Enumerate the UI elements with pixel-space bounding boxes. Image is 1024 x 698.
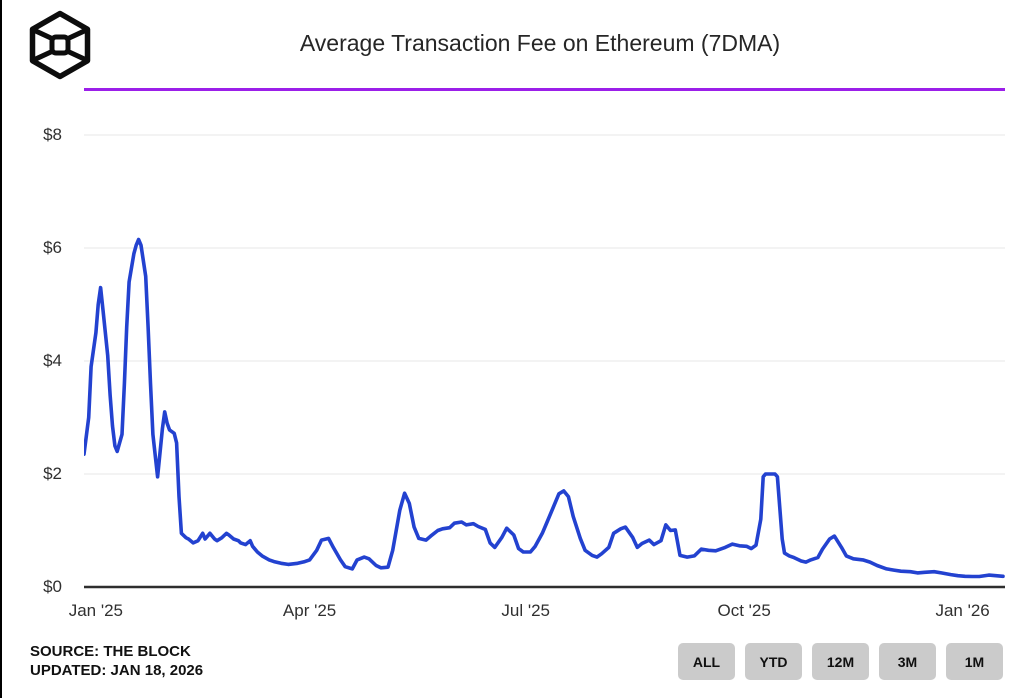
x-axis-tick-label: Jan '26	[935, 601, 990, 620]
fee-line-chart	[84, 134, 1005, 589]
updated-label: UPDATED: JAN 18, 2026	[30, 662, 204, 679]
range-button-all[interactable]: ALL	[678, 643, 735, 680]
x-axis-tick-label: Apr '25	[282, 601, 337, 620]
range-button-ytd[interactable]: YTD	[745, 643, 802, 680]
source-label: SOURCE: THE BLOCK	[30, 643, 191, 660]
accent-divider	[84, 88, 1005, 91]
range-selector: ALL YTD 12M 3M 1M	[678, 643, 1003, 680]
x-axis-tick-label: Jan '25	[68, 601, 124, 620]
x-axis-tick-label: Jul '25	[501, 601, 550, 620]
the-block-logo-icon[interactable]	[25, 10, 95, 80]
y-axis-tick-label: $8	[43, 125, 62, 144]
y-axis-tick-label: $2	[43, 464, 62, 483]
range-button-1m[interactable]: 1M	[946, 643, 1003, 680]
range-button-3m[interactable]: 3M	[879, 643, 936, 680]
y-axis-tick-label: $4	[43, 351, 62, 370]
x-axis-tick-label: Oct '25	[717, 601, 771, 620]
y-axis-tick-label: $6	[43, 238, 62, 257]
left-border	[0, 0, 2, 698]
range-button-12m[interactable]: 12M	[812, 643, 869, 680]
y-axis-tick-label: $0	[43, 577, 62, 596]
page-title: Average Transaction Fee on Ethereum (7DM…	[299, 30, 781, 56]
fee-line-series	[84, 237, 1005, 579]
source-attribution: SOURCE: THE BLOCK UPDATED: JAN 18, 2026	[30, 642, 203, 680]
